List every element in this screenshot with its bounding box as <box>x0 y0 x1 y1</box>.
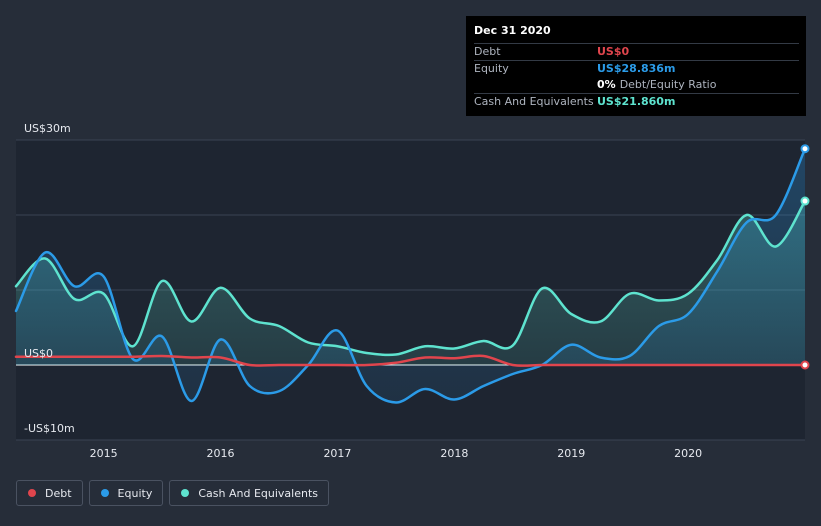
tooltip-cash-label: Cash And Equivalents <box>474 95 594 108</box>
legend-cash-label: Cash And Equivalents <box>198 486 318 500</box>
legend-debt-label: Debt <box>45 486 72 500</box>
x-tick-label: 2016 <box>207 447 235 460</box>
x-tick-label: 2019 <box>557 447 585 460</box>
x-tick-label: 2020 <box>674 447 702 460</box>
equity-dot-icon <box>100 489 109 497</box>
tooltip-ratio-value: 0% <box>597 78 616 91</box>
y-tick-label: US$30m <box>24 122 71 135</box>
tooltip-debt-label: Debt <box>474 45 501 58</box>
equity-endpoint <box>800 144 810 154</box>
tooltip-panel: Dec 31 2020 Debt US$0 Equity US$28.836m … <box>466 16 806 116</box>
series-endpoints <box>800 144 810 370</box>
debt-dot-icon <box>28 489 36 497</box>
tooltip-equity-label: Equity <box>474 62 509 75</box>
cash-line <box>14 199 807 357</box>
legend: Debt Equity Cash And Equivalents <box>16 480 329 506</box>
cash-endpoint <box>800 196 810 206</box>
y-tick-label: -US$10m <box>24 422 75 435</box>
debt-endpoint <box>800 360 810 370</box>
y-tick-label: US$0 <box>24 347 53 360</box>
legend-equity-label: Equity <box>117 486 153 500</box>
tooltip-row-equity: Equity US$28.836m <box>474 60 799 77</box>
x-tick-label: 2018 <box>440 447 468 460</box>
legend-item-debt[interactable]: Debt <box>16 480 83 506</box>
tooltip-ratio-label: Debt/Equity Ratio <box>619 78 717 91</box>
tooltip-debt-value: US$0 <box>597 45 630 58</box>
x-tick-label: 2017 <box>323 447 351 460</box>
tooltip-row-debt: Debt US$0 <box>474 43 799 60</box>
x-tick-label: 2015 <box>90 447 118 460</box>
cash-area <box>16 201 805 365</box>
series-lines <box>14 147 807 404</box>
y-axis-labels: US$30m US$0 -US$10m <box>24 122 75 435</box>
x-axis-labels: 2015 2016 2017 2018 2019 2020 <box>90 447 702 460</box>
cash-dot-icon <box>181 489 190 497</box>
tooltip-equity-value: US$28.836m <box>597 62 676 75</box>
series-areas <box>16 148 805 403</box>
legend-item-cash[interactable]: Cash And Equivalents <box>169 480 329 506</box>
legend-item-equity[interactable]: Equity <box>88 480 164 506</box>
tooltip-row-cash: Cash And Equivalents US$21.860m <box>474 93 799 110</box>
debt-line <box>14 354 807 367</box>
tooltip-cash-value: US$21.860m <box>597 95 676 108</box>
tooltip-date: Dec 31 2020 <box>474 24 551 37</box>
tooltip-row-ratio: 0% Debt/Equity Ratio <box>474 77 799 93</box>
